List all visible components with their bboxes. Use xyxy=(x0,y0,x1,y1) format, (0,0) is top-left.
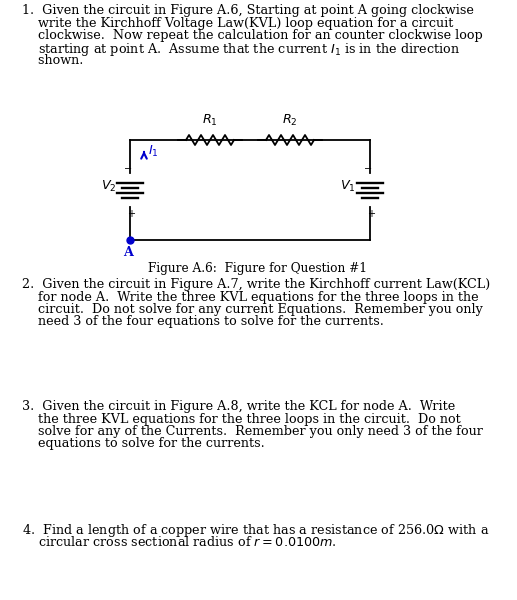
Text: 3.  Given the circuit in Figure A.8, write the KCL for node A.  Write: 3. Given the circuit in Figure A.8, writ… xyxy=(22,400,455,413)
Text: $-$: $-$ xyxy=(124,163,132,172)
Text: equations to solve for the currents.: equations to solve for the currents. xyxy=(22,437,265,451)
Text: $R_1$: $R_1$ xyxy=(202,113,218,128)
Text: clockwise.  Now repeat the calculation for an counter clockwise loop: clockwise. Now repeat the calculation fo… xyxy=(22,29,483,42)
Text: 1.  Given the circuit in Figure A.6, Starting at point A going clockwise: 1. Given the circuit in Figure A.6, Star… xyxy=(22,4,474,17)
Text: for node A.  Write the three KVL equations for the three loops in the: for node A. Write the three KVL equation… xyxy=(22,290,479,304)
Text: circuit.  Do not solve for any current Equations.  Remember you only: circuit. Do not solve for any current Eq… xyxy=(22,303,483,316)
Text: $+$: $+$ xyxy=(368,208,376,219)
Text: $V_2$: $V_2$ xyxy=(100,178,116,194)
Text: Figure A.6:  Figure for Question #1: Figure A.6: Figure for Question #1 xyxy=(148,262,368,275)
Text: the three KVL equations for the three loops in the circuit.  Do not: the three KVL equations for the three lo… xyxy=(22,413,461,425)
Text: starting at point A.  Assume that the current $I_1$ is in the direction: starting at point A. Assume that the cur… xyxy=(22,41,460,58)
Text: 2.  Given the circuit in Figure A.7, write the Kirchhoff current Law(KCL): 2. Given the circuit in Figure A.7, writ… xyxy=(22,278,490,291)
Text: need 3 of the four equations to solve for the currents.: need 3 of the four equations to solve fo… xyxy=(22,316,384,329)
Text: A: A xyxy=(123,246,133,259)
Text: shown.: shown. xyxy=(22,54,83,67)
Text: circular cross sectional radius of $r = 0.0100m$.: circular cross sectional radius of $r = … xyxy=(22,535,337,548)
Text: solve for any of the Currents.  Remember you only need 3 of the four: solve for any of the Currents. Remember … xyxy=(22,425,483,438)
Text: $+$: $+$ xyxy=(128,208,136,219)
Text: 4.  Find a length of a copper wire that has a resistance of 256.0$\Omega$ with a: 4. Find a length of a copper wire that h… xyxy=(22,522,489,539)
Text: write the Kirchhoff Voltage Law(KVL) loop equation for a circuit: write the Kirchhoff Voltage Law(KVL) loo… xyxy=(22,16,453,29)
Text: $V_1$: $V_1$ xyxy=(340,178,356,194)
Text: $R_2$: $R_2$ xyxy=(282,113,298,128)
Text: $I_1$: $I_1$ xyxy=(148,144,159,159)
Text: $-$: $-$ xyxy=(363,163,373,172)
